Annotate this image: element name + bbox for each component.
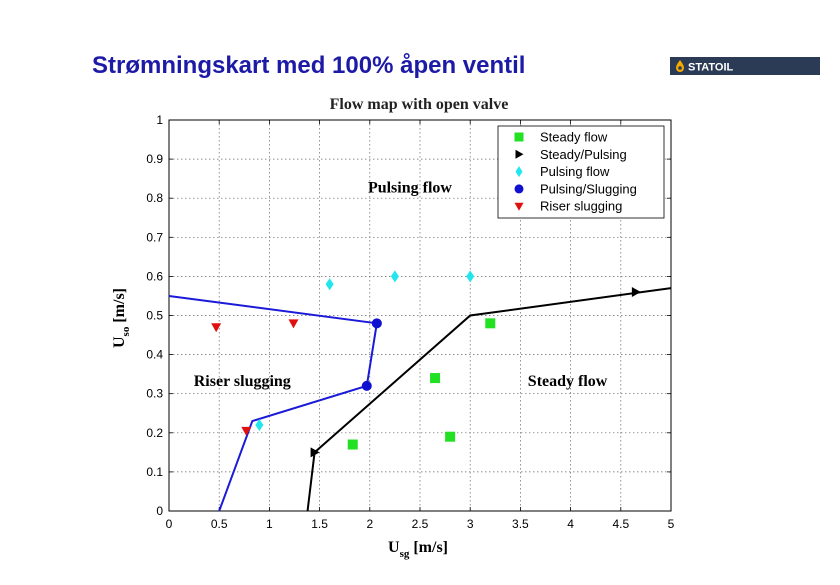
legend-marker bbox=[514, 184, 524, 194]
data-point bbox=[288, 319, 299, 329]
x-tick-label: 2 bbox=[366, 517, 373, 531]
x-tick-label: 3.5 bbox=[512, 517, 529, 531]
legend-label: Pulsing flow bbox=[540, 164, 610, 179]
plot-frame bbox=[168, 119, 672, 512]
legend-box bbox=[497, 125, 665, 219]
legend-marker bbox=[514, 202, 524, 211]
y-tick-label: 0.8 bbox=[146, 191, 163, 205]
legend-label: Pulsing/Slugging bbox=[540, 181, 637, 196]
regime-boundary-line bbox=[306, 287, 672, 512]
data-point bbox=[255, 418, 264, 431]
legend-label: Steady/Pulsing bbox=[540, 147, 627, 162]
data-point bbox=[371, 318, 382, 329]
x-tick-label: 2.5 bbox=[412, 517, 429, 531]
y-tick-label: 0.7 bbox=[146, 230, 163, 244]
data-point bbox=[390, 270, 399, 283]
y-tick-label: 0.5 bbox=[146, 309, 163, 323]
x-tick-label: 0.5 bbox=[211, 517, 228, 531]
statoil-logo: STATOIL bbox=[670, 57, 820, 75]
logo-text: STATOIL bbox=[688, 62, 734, 74]
region-label: Steady flow bbox=[528, 373, 608, 390]
data-point bbox=[325, 278, 334, 291]
legend-marker bbox=[515, 166, 523, 178]
data-point bbox=[361, 380, 372, 391]
legend-marker bbox=[514, 132, 524, 142]
y-tick-label: 0.6 bbox=[146, 269, 163, 283]
data-point bbox=[430, 373, 441, 384]
data-point bbox=[211, 323, 222, 333]
x-tick-label: 1.5 bbox=[311, 517, 328, 531]
y-tick-label: 0 bbox=[156, 504, 163, 518]
legend-label: Riser slugging bbox=[540, 199, 622, 214]
data-point bbox=[241, 426, 252, 436]
chart-title: Flow map with open valve bbox=[330, 96, 509, 113]
y-tick-label: 0.9 bbox=[146, 152, 163, 166]
data-point bbox=[445, 431, 456, 442]
data-point bbox=[310, 447, 320, 458]
x-tick-label: 3 bbox=[467, 517, 474, 531]
y-axis-label: Uso [m/s] bbox=[111, 288, 132, 348]
data-point bbox=[631, 287, 641, 298]
region-label: Riser slugging bbox=[194, 373, 291, 390]
x-tick-label: 4.5 bbox=[612, 517, 629, 531]
legend-marker bbox=[515, 149, 524, 159]
x-axis-label: Usg [m/s] bbox=[388, 539, 448, 560]
y-tick-label: 0.3 bbox=[146, 387, 163, 401]
x-tick-label: 4 bbox=[567, 517, 574, 531]
x-tick-label: 0 bbox=[166, 517, 173, 531]
x-tick-label: 5 bbox=[668, 517, 675, 531]
y-tick-label: 0.4 bbox=[146, 348, 163, 362]
data-point bbox=[485, 318, 496, 329]
y-tick-label: 1 bbox=[156, 113, 163, 127]
slide-title: Strømningskart med 100% åpen ventil bbox=[92, 52, 526, 79]
y-tick-label: 0.2 bbox=[146, 426, 163, 440]
data-point bbox=[347, 439, 358, 450]
data-point bbox=[466, 270, 475, 283]
y-tick-label: 0.1 bbox=[146, 465, 163, 479]
region-label: Pulsing flow bbox=[368, 179, 452, 196]
legend-label: Steady flow bbox=[540, 130, 608, 145]
x-tick-label: 1 bbox=[266, 517, 273, 531]
